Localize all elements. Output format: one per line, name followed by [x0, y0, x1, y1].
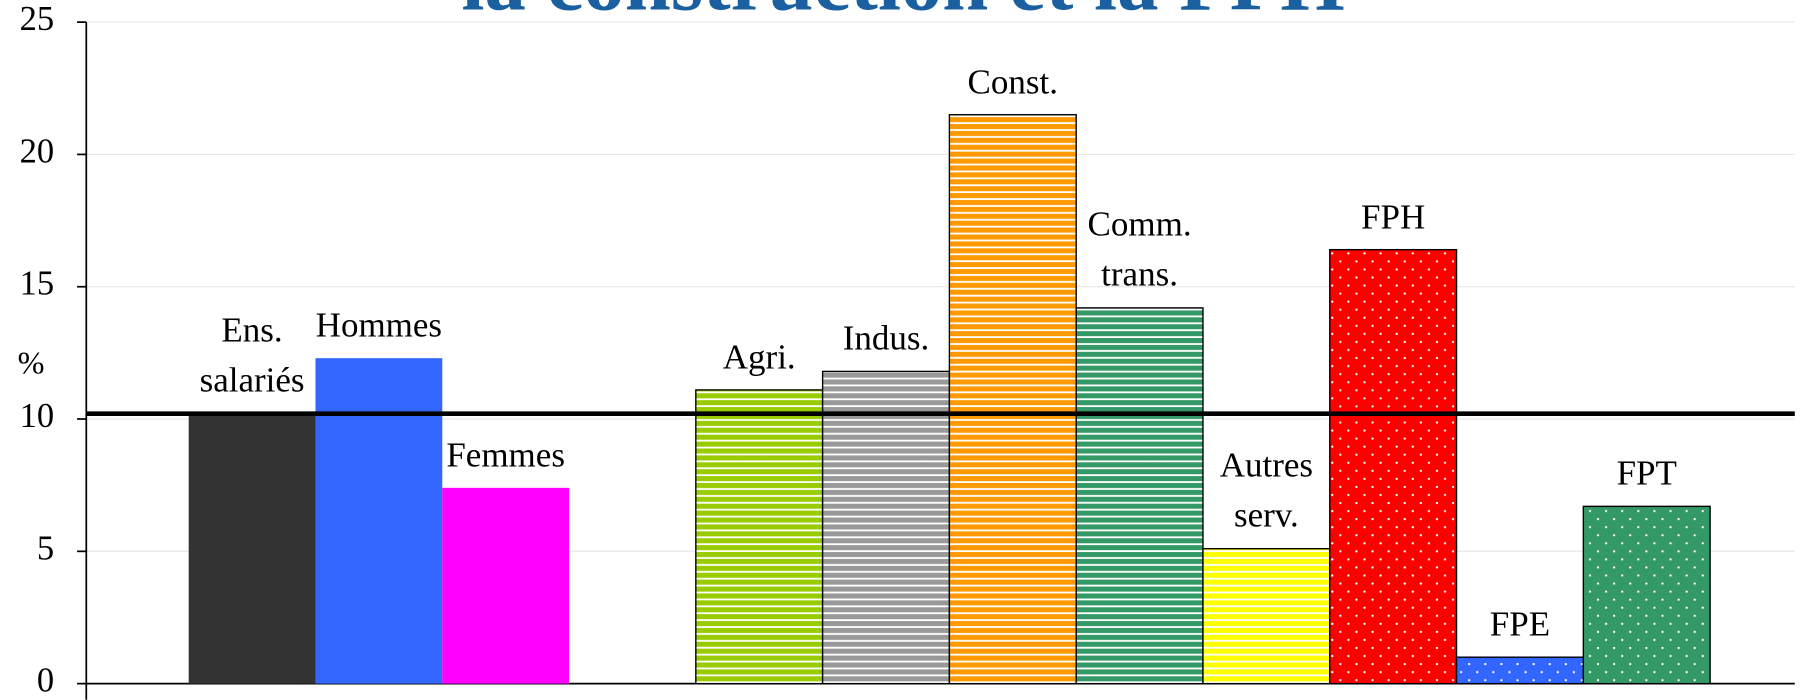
- bar: [1582, 505, 1711, 685]
- y-tick-label: 25: [20, 0, 54, 38]
- y-tick-label: 5: [37, 529, 54, 567]
- chart-title: la construction et la FPH: [461, 0, 1344, 27]
- bar: [1329, 248, 1458, 685]
- bar-label: Ens. salariés: [199, 310, 305, 400]
- bar: [315, 358, 443, 684]
- bar-label: FPT: [1616, 453, 1677, 493]
- bar-label: FPH: [1361, 196, 1426, 236]
- bar: [188, 413, 316, 684]
- bar: [442, 487, 570, 684]
- bar-label: FPE: [1489, 604, 1551, 644]
- bar: [1202, 548, 1331, 685]
- bar-label: Hommes: [315, 305, 443, 345]
- y-tick-label: 20: [20, 132, 54, 170]
- bar-label: Autres serv.: [1219, 445, 1314, 535]
- bar-label: Indus.: [842, 318, 930, 358]
- y-tick-label: 10: [20, 397, 54, 435]
- bar: [948, 114, 1077, 685]
- bar: [821, 370, 951, 685]
- bar: [1455, 656, 1585, 685]
- bar-label: Comm. trans.: [1087, 204, 1192, 294]
- bar: [695, 389, 824, 685]
- y-tick-label: 15: [20, 265, 54, 303]
- bar-label: Agri.: [722, 337, 796, 377]
- y-tick-label: 0: [37, 662, 54, 700]
- bar-label: Femmes: [446, 434, 565, 474]
- bar: [1075, 307, 1204, 685]
- y-axis-label: %: [18, 344, 45, 380]
- bar-label: Const.: [967, 61, 1059, 101]
